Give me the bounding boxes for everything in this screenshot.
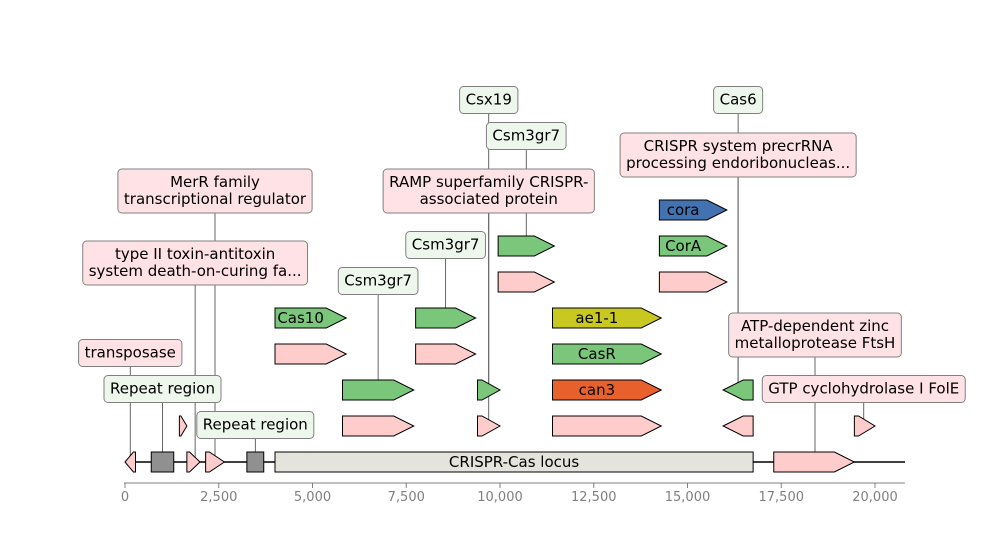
feature-locus[interactable]	[274, 451, 754, 473]
feature-label-r4a: Cas10	[277, 309, 324, 327]
annotation-repeat-region-1[interactable]: Repeat region	[103, 375, 222, 403]
annotation-box	[761, 375, 966, 403]
feature-r4b[interactable]	[415, 307, 477, 329]
feature-f3[interactable]	[186, 451, 201, 473]
axis-tick-label: 20,000	[852, 490, 898, 505]
feature-f5[interactable]	[246, 451, 265, 473]
annotation-transposase[interactable]: transposase	[78, 339, 183, 367]
annotation-text: associated protein	[420, 190, 558, 208]
annotation-text: RAMP superfamily CRISPR-	[389, 173, 588, 191]
annotation-text: CRISPR system precrRNA	[644, 137, 834, 155]
annotation-text: MerR family	[170, 173, 260, 191]
feature-label-r2c: can3	[579, 381, 616, 399]
annotation-text: transposase	[85, 344, 176, 362]
annotation-text: transcriptional regulator	[124, 190, 307, 208]
annotation-text: Csm3gr7	[492, 127, 560, 145]
annotation-text: Csm3gr7	[344, 272, 412, 290]
annotation-box	[459, 86, 519, 114]
annotation-box	[196, 411, 315, 439]
feature-f7[interactable]	[773, 451, 856, 473]
feature-r2d[interactable]	[722, 379, 754, 401]
axis-tick-label: 17,500	[759, 490, 805, 505]
annotation-box	[337, 267, 419, 295]
annotation-box	[78, 339, 183, 367]
axis-tick-label: 15,000	[665, 490, 711, 505]
feature-r1c[interactable]	[477, 415, 502, 437]
axis-tick-label: 0	[121, 490, 129, 505]
position-axis: 0 2,500 5,000 7,500 10,000 12,500 15,000 17,500…	[121, 482, 905, 505]
annotation-fole[interactable]: GTP cyclohydrolase I FolE	[761, 375, 966, 403]
annotation-text: system death-on-curing fa...	[89, 262, 302, 280]
annotation-text: ATP-dependent zinc	[741, 317, 889, 335]
annotation-csx19[interactable]: Csx19	[459, 86, 519, 114]
annotation-box	[713, 86, 764, 114]
annotation-text: Cas6	[720, 91, 757, 109]
axis-tick-label: 5,000	[294, 490, 331, 505]
feature-f4[interactable]	[205, 451, 226, 473]
feature-r6b[interactable]	[658, 235, 728, 257]
feature-r7a[interactable]	[658, 199, 728, 221]
annotation-text: Repeat region	[203, 416, 308, 434]
feature-label-r7a: cora	[667, 201, 700, 219]
annotation-text: Repeat region	[110, 380, 215, 398]
annotation-ramp-protein[interactable]: RAMP superfamily CRISPR-associated prote…	[382, 168, 595, 214]
annotation-text: GTP cyclohydrolase I FolE	[768, 380, 959, 398]
annotation-box	[103, 375, 222, 403]
annotation-csm3gr7-b[interactable]: Csm3gr7	[405, 231, 486, 259]
feature-r1e[interactable]	[722, 415, 754, 437]
feature-r2b[interactable]	[477, 379, 502, 401]
annotation-csm3gr7-a[interactable]: Csm3gr7	[337, 267, 419, 295]
feature-f1[interactable]	[124, 451, 136, 473]
annotation-text: type II toxin-antitoxin	[115, 245, 275, 263]
axis-tick-label: 7,500	[388, 490, 425, 505]
annotation-box	[485, 122, 567, 150]
annotation-box	[117, 168, 313, 214]
annotation-text: Csm3gr7	[412, 236, 480, 254]
annotation-text: Csx19	[466, 91, 512, 109]
feature-r4a[interactable]	[274, 307, 348, 329]
annotation-box	[619, 132, 857, 178]
feature-r2a[interactable]	[342, 379, 415, 401]
gene-features: CRISPR-Cas locus can3 CasR Cas10 ae1-1 CorA co…	[124, 199, 876, 473]
feature-r1f[interactable]	[853, 415, 876, 437]
feature-r3a[interactable]	[274, 343, 348, 365]
annotation-box	[728, 312, 902, 358]
feature-r4c[interactable]	[552, 307, 663, 329]
annotation-text: metalloprotease FtsH	[735, 334, 896, 352]
annotation-cas6[interactable]: Cas6	[713, 86, 764, 114]
axis-tick-label: 2,500	[200, 490, 237, 505]
feature-label-r3c: CasR	[578, 345, 616, 363]
annotation-text: processing endoribonucleas...	[626, 154, 850, 172]
feature-r1b[interactable]	[342, 415, 415, 437]
annotation-labels: transposase Repeat region Repeat region typ…	[78, 86, 966, 439]
feature-r1a[interactable]	[178, 415, 188, 437]
feature-r3c[interactable]	[552, 343, 663, 365]
feature-r2c[interactable]	[552, 379, 663, 401]
annotation-csm3gr7-c[interactable]: Csm3gr7	[485, 122, 567, 150]
feature-r5b[interactable]	[658, 271, 728, 293]
feature-r1d[interactable]	[552, 415, 663, 437]
feature-label-r6b: CorA	[665, 237, 702, 255]
feature-r3b[interactable]	[415, 343, 477, 365]
feature-f2[interactable]	[150, 451, 175, 473]
axis-tick-label: 10,000	[477, 490, 523, 505]
annotation-box	[82, 240, 309, 286]
feature-r5a[interactable]	[497, 271, 556, 293]
annotation-box	[405, 231, 486, 259]
annotation-repeat-region-2[interactable]: Repeat region	[196, 411, 315, 439]
annotation-box	[382, 168, 595, 214]
feature-label-locus: CRISPR-Cas locus	[449, 453, 579, 471]
feature-label-r4c: ae1-1	[575, 309, 618, 327]
axis-tick-label: 12,500	[571, 490, 617, 505]
feature-r6a[interactable]	[497, 235, 556, 257]
